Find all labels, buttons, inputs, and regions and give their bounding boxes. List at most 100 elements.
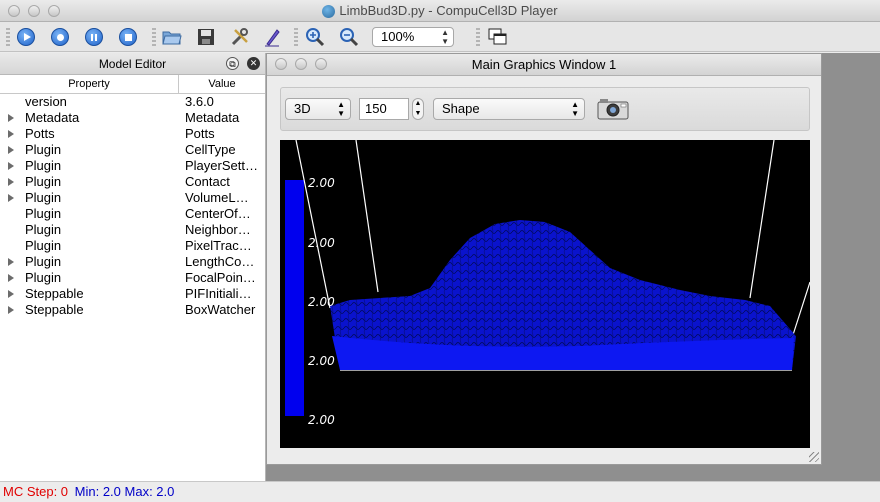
property-value: LengthCo… (185, 254, 255, 269)
table-row[interactable]: Plugin PixelTrac… (0, 238, 265, 254)
table-row[interactable]: Plugin VolumeL… (0, 190, 265, 206)
table-row[interactable]: Plugin PlayerSett… (0, 158, 265, 174)
property-cell: Plugin (0, 142, 178, 158)
property-value: Contact (185, 174, 230, 189)
property-value: 3.6.0 (185, 94, 214, 109)
property-cell: Plugin (0, 222, 178, 238)
toolbar-grip[interactable] (476, 28, 480, 46)
expand-arrow-icon[interactable] (8, 162, 14, 170)
main-graphics-window: Main Graphics Window 1 3D ▲ ▼ 150 ▲ ▼ Shap… (266, 53, 822, 465)
property-name: Plugin (25, 222, 62, 237)
property-name: Plugin (25, 142, 62, 157)
mc-step-label: MC Step: 0 (3, 484, 69, 499)
table-row[interactable]: Steppable PIFInitiali… (0, 286, 265, 302)
property-cell: Plugin (0, 190, 178, 206)
expand-arrow-icon[interactable] (8, 146, 14, 154)
minimize-window-button[interactable] (28, 5, 40, 17)
minmax-label: Min: 2.0 Max: 2.0 (74, 484, 175, 499)
graphics-zoom-button[interactable] (315, 58, 327, 70)
slice-spinbox-arrows[interactable]: ▲ ▼ (412, 98, 424, 120)
zoom-window-button[interactable] (48, 5, 60, 17)
legend-label: 2.00 (308, 176, 335, 190)
resize-grip[interactable] (809, 452, 819, 462)
status-bar: MC Step: 0 Min: 2.0 Max: 2.0 (0, 481, 880, 502)
property-name: Plugin (25, 174, 62, 189)
field-select[interactable]: Shape ▲ ▼ (433, 98, 585, 120)
mdi-area: Main Graphics Window 1 3D ▲ ▼ 150 ▲ ▼ Shap… (266, 53, 880, 481)
zoom-out-button[interactable] (339, 27, 359, 47)
step-button[interactable] (50, 27, 70, 47)
table-row[interactable]: Plugin CellType (0, 142, 265, 158)
step-icon (51, 28, 69, 46)
tools-button[interactable] (230, 27, 250, 47)
expand-arrow-icon[interactable] (8, 194, 14, 202)
property-name: version (25, 94, 67, 109)
table-row[interactable]: Steppable BoxWatcher (0, 302, 265, 318)
close-window-button[interactable] (8, 5, 20, 17)
toolbar-grip[interactable] (152, 28, 156, 46)
expand-arrow-icon[interactable] (8, 274, 14, 282)
expand-arrow-icon[interactable] (8, 130, 14, 138)
pause-button[interactable] (84, 27, 104, 47)
property-cell: version (0, 94, 178, 110)
graphics-window-titlebar: Main Graphics Window 1 (267, 54, 821, 76)
property-cell: Metadata (0, 110, 178, 126)
tile-windows-button[interactable] (488, 27, 508, 47)
legend-label: 2.00 (308, 295, 335, 309)
model-editor-titlebar: Model Editor ⧉ ✕ (0, 53, 265, 75)
table-row[interactable]: Plugin CenterOf… (0, 206, 265, 222)
3d-viewport[interactable]: 2.00 2.00 2.00 2.00 2.00 (280, 140, 810, 448)
expand-arrow-icon[interactable] (8, 258, 14, 266)
graphics-close-button[interactable] (275, 58, 287, 70)
float-dock-icon[interactable]: ⧉ (226, 57, 239, 70)
property-name: Plugin (25, 206, 62, 221)
property-cell: Plugin (0, 238, 178, 254)
colorbar (285, 180, 304, 416)
zoom-in-icon (306, 28, 325, 47)
view-mode-select[interactable]: 3D ▲ ▼ (285, 98, 351, 120)
viewport-canvas[interactable]: 2.00 2.00 2.00 2.00 2.00 (280, 140, 810, 448)
table-row[interactable]: Metadata Metadata (0, 110, 265, 126)
tools-icon (231, 28, 248, 46)
expand-arrow-icon[interactable] (8, 306, 14, 314)
screenshot-button[interactable] (597, 98, 629, 120)
column-header-value[interactable]: Value (208, 78, 236, 90)
property-name: Plugin (25, 158, 62, 173)
window-controls (8, 5, 60, 17)
pause-icon (85, 28, 103, 46)
save-icon (198, 29, 214, 45)
property-table-header: Property Value (0, 75, 265, 94)
property-name: Steppable (25, 286, 84, 301)
open-button[interactable] (162, 27, 182, 47)
zoom-out-icon (340, 28, 359, 47)
table-row[interactable]: Plugin LengthCo… (0, 254, 265, 270)
save-button[interactable] (196, 27, 216, 47)
property-name: Potts (25, 126, 55, 141)
zoom-in-button[interactable] (305, 27, 325, 47)
table-row[interactable]: Plugin FocalPoin… (0, 270, 265, 286)
toolbar-grip[interactable] (6, 28, 10, 46)
table-row[interactable]: Plugin Neighbor… (0, 222, 265, 238)
table-row[interactable]: Plugin Contact (0, 174, 265, 190)
stop-button[interactable] (118, 27, 138, 47)
expand-arrow-icon[interactable] (8, 114, 14, 122)
field-value: Shape (442, 101, 480, 116)
property-cell: Plugin (0, 206, 178, 222)
run-button[interactable] (16, 27, 36, 47)
table-row[interactable]: Potts Potts (0, 126, 265, 142)
cell-mass (330, 220, 796, 370)
table-row[interactable]: version 3.6.0 (0, 94, 265, 110)
expand-arrow-icon[interactable] (8, 178, 14, 186)
property-value: CellType (185, 142, 236, 157)
expand-arrow-icon[interactable] (8, 290, 14, 298)
zoom-select[interactable]: 100% ▲ ▼ (372, 27, 454, 47)
toolbar-grip[interactable] (294, 28, 298, 46)
graphics-minimize-button[interactable] (295, 58, 307, 70)
edit-button[interactable] (262, 27, 282, 47)
slice-spinbox[interactable]: 150 (359, 98, 409, 120)
property-name: Plugin (25, 190, 62, 205)
column-header-property[interactable]: Property (0, 75, 179, 94)
camera-icon (597, 99, 629, 120)
title-bar: LimbBud3D.py - CompuCell3D Player (0, 0, 880, 22)
close-dock-icon[interactable]: ✕ (247, 57, 260, 70)
